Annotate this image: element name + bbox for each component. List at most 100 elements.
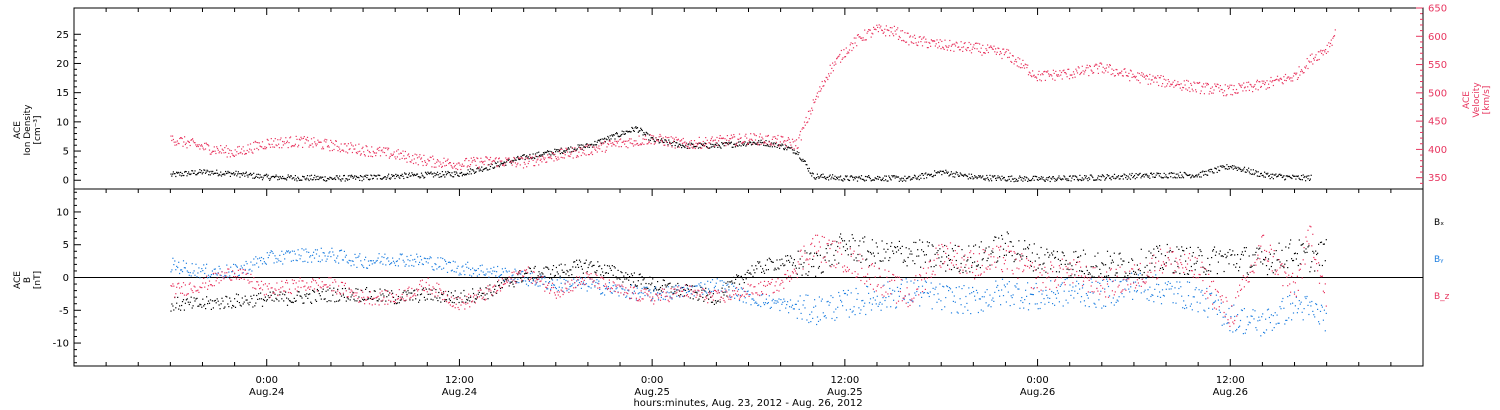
by-point xyxy=(846,294,848,296)
bx-point xyxy=(995,236,997,238)
by-point xyxy=(234,264,237,266)
velocity-point xyxy=(1152,75,1154,77)
velocity-point xyxy=(909,35,912,37)
density-point xyxy=(1089,174,1091,176)
density-point xyxy=(722,143,724,145)
bx-point xyxy=(415,298,417,300)
by-point xyxy=(766,302,768,305)
bx-point xyxy=(970,256,972,259)
velocity-point xyxy=(1010,60,1012,63)
velocity-point xyxy=(193,142,195,144)
velocity-point xyxy=(652,135,655,137)
velocity-point xyxy=(1333,35,1335,38)
bx-point xyxy=(1123,260,1125,262)
velocity-point xyxy=(1121,75,1124,77)
velocity-point xyxy=(1130,70,1132,72)
bx-point xyxy=(1076,261,1078,263)
density-point xyxy=(239,176,241,178)
velocity-point xyxy=(424,161,427,163)
density-point xyxy=(1146,175,1148,177)
bx-point xyxy=(181,304,183,307)
by-point xyxy=(213,268,215,270)
bx-point xyxy=(1280,265,1282,267)
density-point xyxy=(885,175,887,177)
density-point xyxy=(658,142,660,144)
bx-point xyxy=(1266,274,1269,276)
by-point xyxy=(289,251,291,253)
velocity-point xyxy=(225,151,227,154)
velocity-point xyxy=(578,151,580,153)
velocity-point xyxy=(186,147,188,149)
velocity-point xyxy=(722,137,724,139)
by-point xyxy=(704,283,706,285)
bx-point xyxy=(769,258,771,261)
bx-point xyxy=(794,265,796,267)
density-point xyxy=(389,178,391,180)
velocity-point xyxy=(726,135,728,137)
by-point xyxy=(366,267,368,269)
velocity-point xyxy=(1075,68,1077,70)
by-point xyxy=(598,280,600,282)
velocity-point xyxy=(1064,71,1066,74)
velocity-point xyxy=(774,136,776,138)
velocity-point xyxy=(265,146,268,149)
bx-point xyxy=(1252,254,1254,256)
bx-point xyxy=(812,258,814,260)
density-point xyxy=(757,141,759,143)
velocity-point xyxy=(715,142,717,144)
bx-point xyxy=(729,281,731,283)
density-point xyxy=(274,176,276,178)
density-point xyxy=(641,129,643,132)
density-point xyxy=(210,170,212,172)
bx-point xyxy=(530,270,532,272)
velocity-point xyxy=(587,154,590,156)
bx-point xyxy=(272,291,274,293)
velocity-point xyxy=(735,144,737,146)
density-point xyxy=(477,168,480,170)
density-point xyxy=(445,171,447,173)
bx-point xyxy=(935,264,937,266)
velocity-point xyxy=(868,29,870,31)
velocity-point xyxy=(754,134,756,136)
by-point xyxy=(771,300,773,302)
density-point xyxy=(953,172,955,174)
bx-point xyxy=(965,270,967,272)
by-point xyxy=(901,279,903,281)
bx-point xyxy=(771,261,773,263)
velocity-point xyxy=(501,160,503,162)
velocity-point xyxy=(359,154,362,156)
by-point xyxy=(921,285,924,287)
bx-point xyxy=(368,291,371,293)
velocity-point xyxy=(686,146,688,148)
bx-point xyxy=(642,279,644,281)
density-point xyxy=(535,155,537,158)
velocity-point xyxy=(1068,68,1070,70)
density-point xyxy=(384,176,386,178)
velocity-point xyxy=(1129,69,1132,71)
density-point xyxy=(494,166,496,168)
velocity-point xyxy=(1078,67,1080,69)
by-point xyxy=(868,302,871,304)
density-point xyxy=(176,172,178,174)
bx-point xyxy=(1096,266,1098,268)
velocity-point xyxy=(1027,74,1030,76)
density-point xyxy=(1112,175,1114,177)
velocity-point xyxy=(402,150,404,152)
velocity-point xyxy=(640,143,642,145)
bx-point xyxy=(960,262,962,265)
velocity-point xyxy=(952,43,954,45)
bx-point xyxy=(766,259,768,261)
velocity-point xyxy=(1146,74,1148,76)
velocity-point xyxy=(953,50,955,52)
velocity-point xyxy=(1014,60,1016,62)
by-point xyxy=(297,249,299,251)
density-point xyxy=(245,171,247,173)
by-point xyxy=(392,260,395,262)
density-point xyxy=(854,178,856,180)
bx-point xyxy=(548,268,550,270)
by-point xyxy=(354,253,356,255)
density-point xyxy=(680,144,682,147)
velocity-point xyxy=(540,158,542,160)
velocity-point xyxy=(344,143,346,145)
bx-point xyxy=(698,298,700,300)
